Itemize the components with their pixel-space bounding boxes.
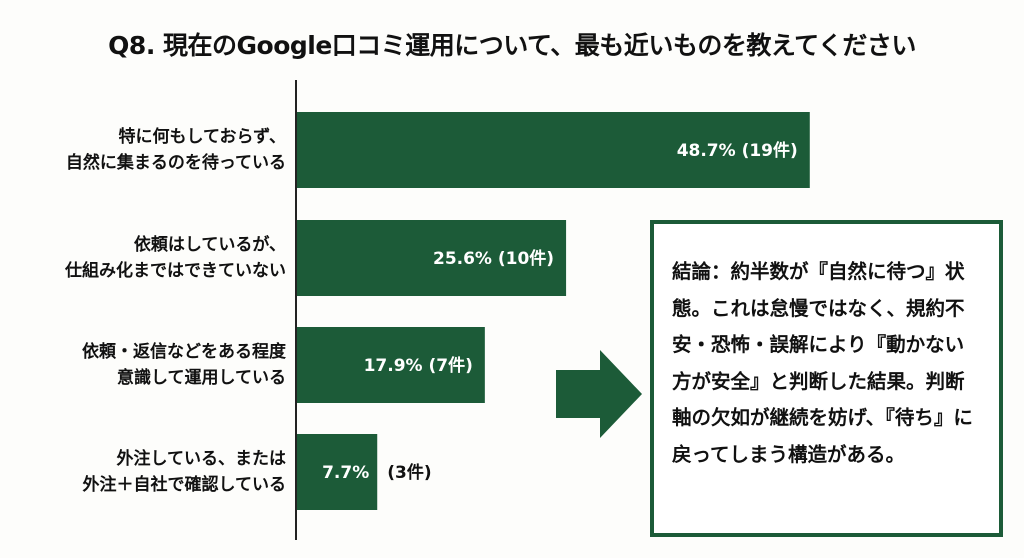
conclusion-box: 結論：約半数が『自然に待つ』状態。これは怠慢ではなく、規約不安・恐怖・誤解により… xyxy=(650,220,1003,537)
category-label: 外注している、または 外注＋自社で確認している xyxy=(82,449,287,495)
conclusion-text: 結論：約半数が『自然に待つ』状態。これは怠慢ではなく、規約不安・恐怖・誤解により… xyxy=(672,260,973,466)
chart-title: Q8. 現在のGoogle口コミ運用について、最も近いものを教えてください xyxy=(108,31,916,60)
data-label: 48.7% (19件) xyxy=(677,140,798,161)
category-label: 依頼はしているが、 仕組み化まではできていない xyxy=(65,235,286,281)
category-label: 依頼・返信などをある程度 意識して運用している xyxy=(82,342,286,388)
bar xyxy=(296,220,567,296)
category-label: 特に何もしておらず、 自然に集まるのを待っている xyxy=(65,127,286,173)
data-label: 17.9% (7件) xyxy=(364,355,473,376)
data-label: 25.6% (10件) xyxy=(433,248,554,269)
bar xyxy=(296,327,485,403)
data-label-count: (3件) xyxy=(387,462,431,483)
right-arrow-icon xyxy=(556,350,642,438)
bar xyxy=(296,434,378,510)
data-label: 7.7% xyxy=(322,463,369,483)
bar xyxy=(296,112,810,188)
